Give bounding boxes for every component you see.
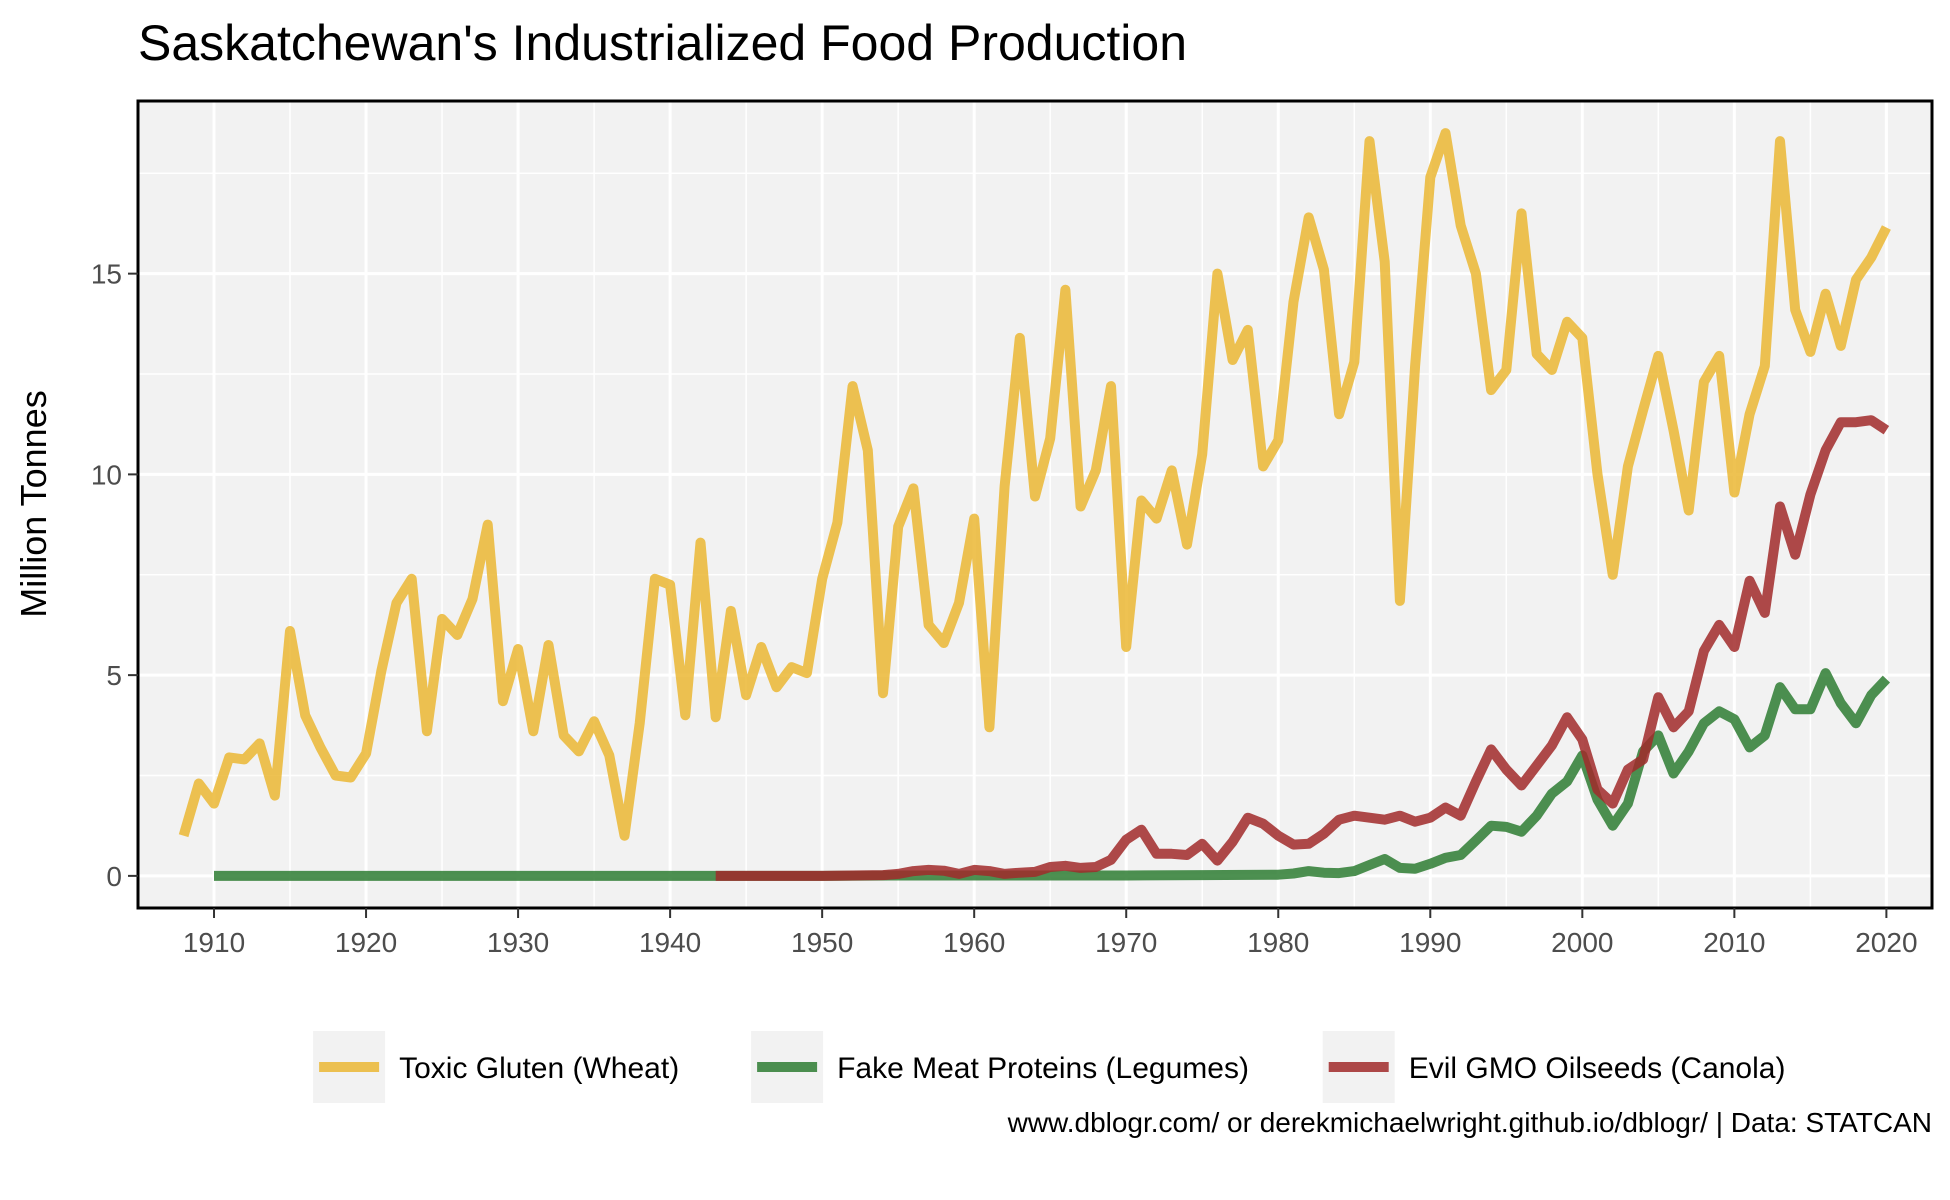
x-tick-label: 1950: [791, 927, 853, 958]
y-tick-label: 5: [106, 660, 122, 691]
x-tick-label: 1940: [639, 927, 701, 958]
plot-border: [136, 99, 1934, 910]
y-axis-ticks: 0 5 10 15: [91, 259, 138, 892]
legend-label-0: Toxic Gluten (Wheat): [399, 1052, 679, 1085]
series-layer: [178, 128, 1891, 881]
x-tick-label: 2010: [1703, 927, 1765, 958]
caption: www.dblogr.com/ or derekmichaelwright.gi…: [1007, 1107, 1932, 1138]
x-tick-label: 1980: [1247, 927, 1309, 958]
legend-label-2: Evil GMO Oilseeds (Canola): [1409, 1052, 1786, 1085]
series-line-2: [715, 415, 1890, 881]
y-tick-label: 15: [91, 259, 122, 290]
x-tick-label: 2020: [1855, 927, 1917, 958]
x-tick-label: 1990: [1399, 927, 1461, 958]
series-line-1: [214, 668, 1891, 881]
x-tick-label: 1960: [943, 927, 1005, 958]
legend: Toxic Gluten (Wheat) Fake Meat Proteins (…: [313, 1031, 1785, 1103]
x-tick-label: 1910: [183, 927, 245, 958]
x-tick-label: 1920: [335, 927, 397, 958]
chart-title: Saskatchewan's Industrialized Food Produ…: [138, 15, 1187, 71]
x-tick-label: 2000: [1551, 927, 1613, 958]
series-line-0: [178, 128, 1891, 841]
x-tick-label: 1930: [487, 927, 549, 958]
plot-panel: [138, 101, 1932, 908]
y-tick-label: 0: [106, 861, 122, 892]
y-axis-label: Million Tonnes: [13, 390, 54, 617]
legend-label-1: Fake Meat Proteins (Legumes): [837, 1052, 1249, 1085]
x-axis-ticks: 1910 1920 1930 1940 1950 1960 1970 1980 1990 2000…: [183, 908, 1918, 958]
y-tick-label: 10: [91, 459, 122, 490]
x-tick-label: 1970: [1095, 927, 1157, 958]
